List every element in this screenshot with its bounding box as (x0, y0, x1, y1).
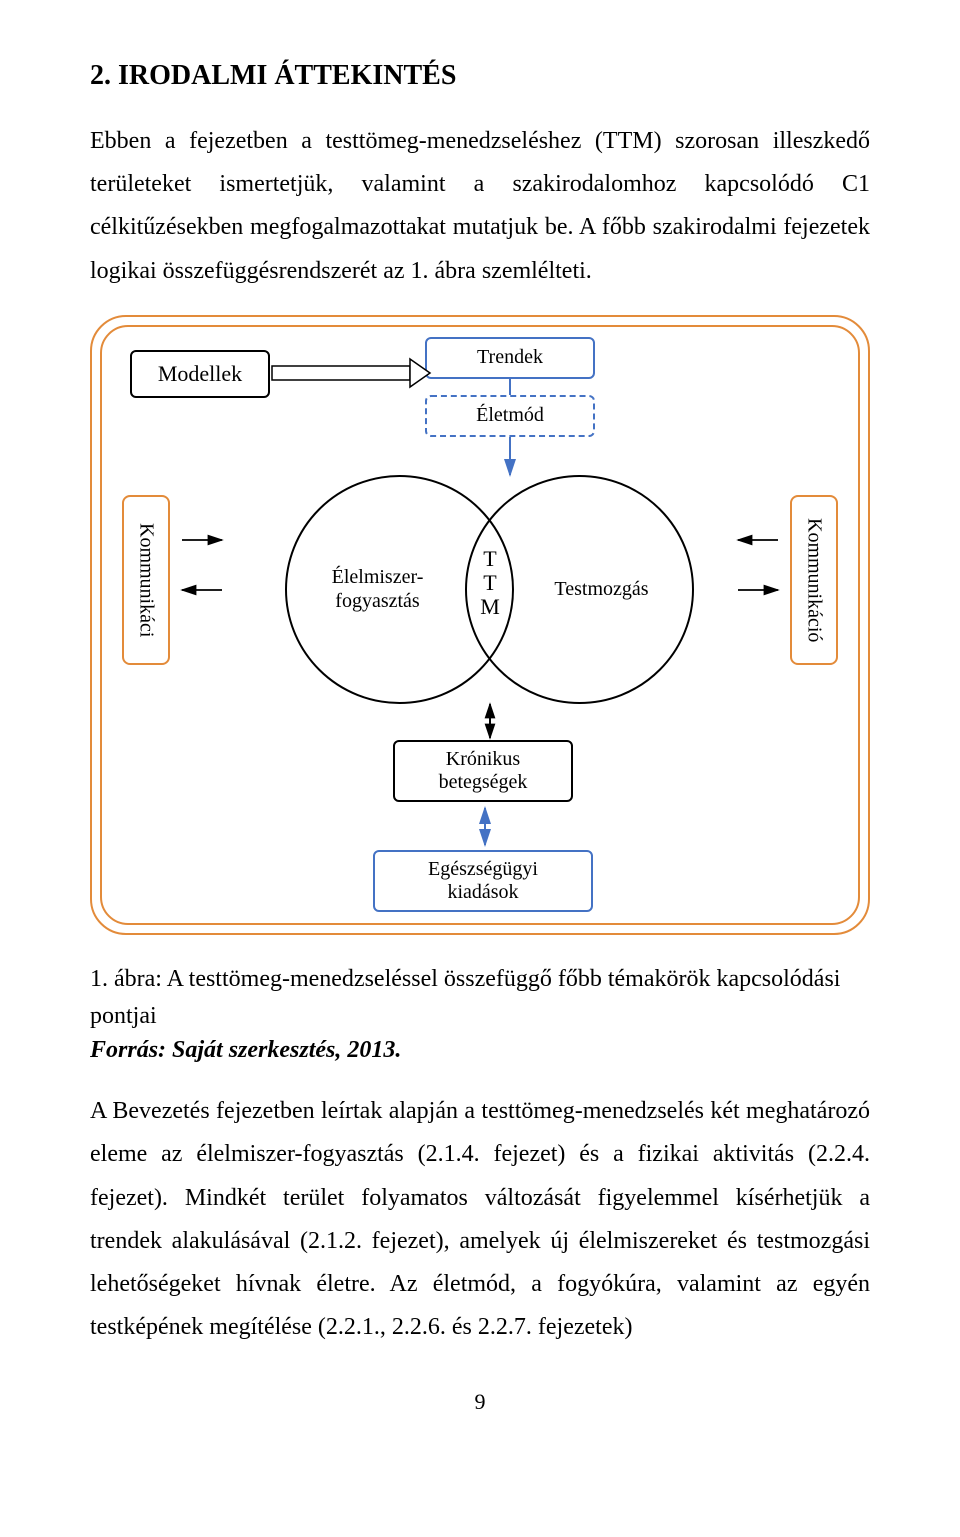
box-trendek: Trendek (425, 337, 595, 379)
section-heading: 2. IRODALMI ÁTTEKINTÉS (90, 60, 870, 92)
label-ttm: T T M (475, 547, 505, 620)
figure-caption: 1. ábra: A testtömeg-menedzseléssel össz… (90, 961, 870, 1035)
intro-paragraph: Ebben a fejezetben a testtömeg-menedzsel… (90, 120, 870, 293)
body-paragraph-2: A Bevezetés fejezetben leírtak alapján a… (90, 1090, 870, 1349)
box-modellek: Modellek (130, 350, 270, 398)
box-eletmod: Életmód (425, 395, 595, 437)
box-egeszseg: Egészségügyi kiadások (373, 850, 593, 912)
figure-source: Forrás: Saját szerkesztés, 2013. (90, 1037, 870, 1064)
box-kronikus: Krónikus betegségek (393, 740, 573, 802)
label-elelmiszer: Élelmiszer- fogyasztás (332, 565, 424, 613)
box-kommunikacio-left: Kommunikáci (122, 495, 170, 665)
page-number: 9 (90, 1389, 870, 1415)
label-testmozgas: Testmozgás (554, 577, 648, 601)
box-kommunikacio-right: Kommunikáció (790, 495, 838, 665)
label-kommunikacio-right: Kommunikáció (803, 518, 826, 642)
label-kommunikacio-left: Kommunikáci (135, 523, 158, 637)
figure-diagram: Modellek Trendek Életmód Kommunikáci Kom… (90, 315, 870, 935)
